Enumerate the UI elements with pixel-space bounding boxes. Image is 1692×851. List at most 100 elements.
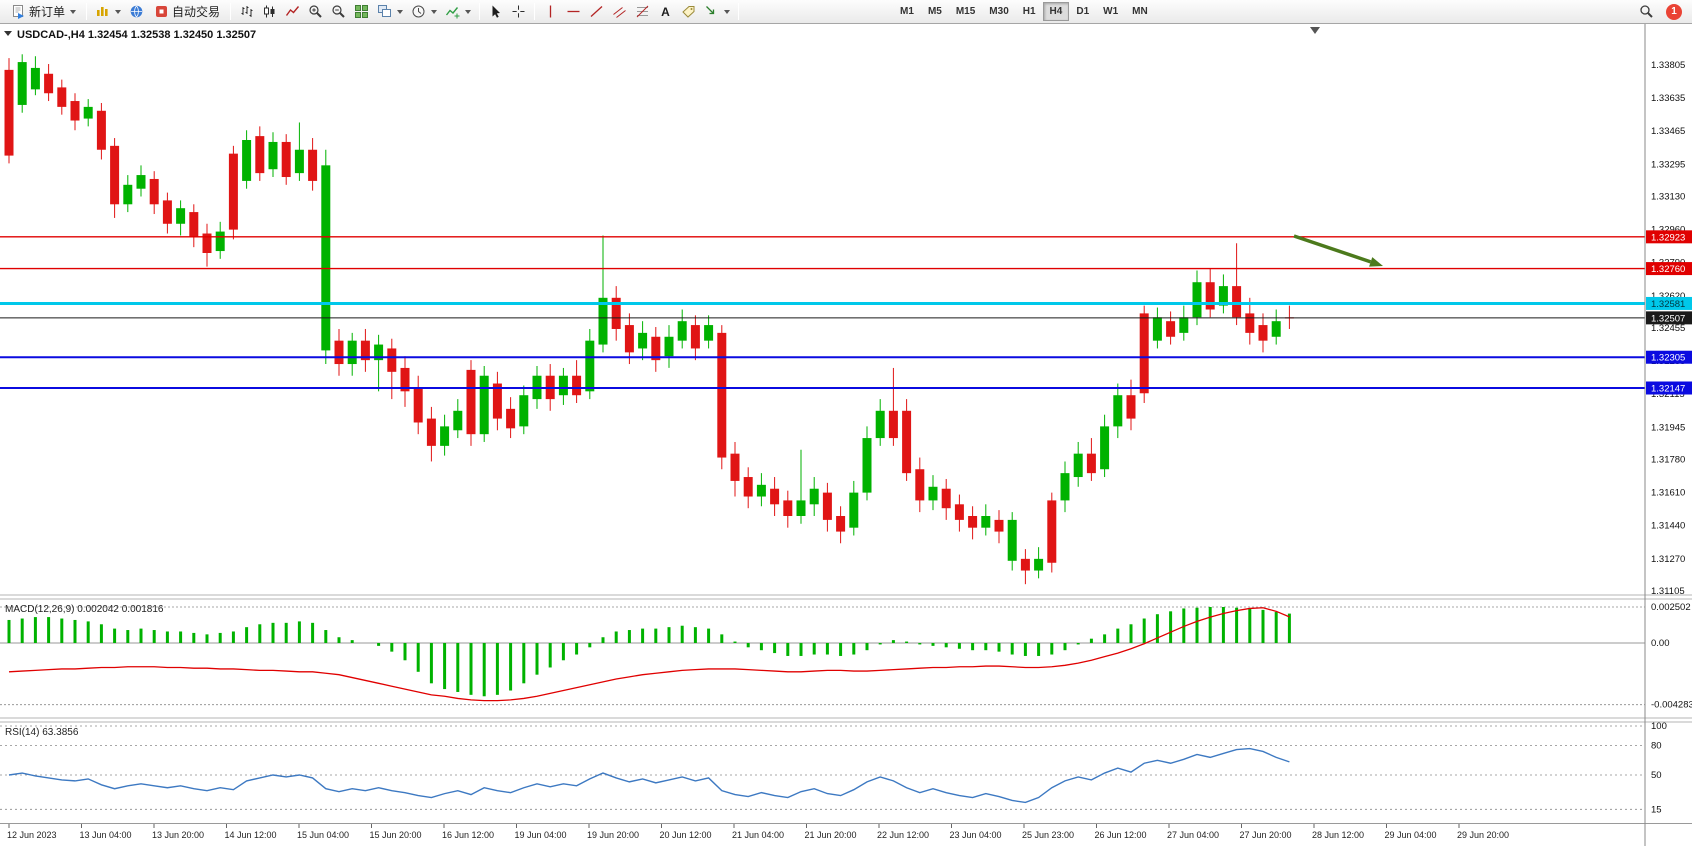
candle-body bbox=[638, 332, 648, 349]
candle-body bbox=[1245, 313, 1255, 333]
timeframe-button-M5[interactable]: M5 bbox=[921, 2, 949, 21]
candle-body bbox=[836, 515, 846, 532]
timeframe-button-M1[interactable]: M1 bbox=[893, 2, 921, 21]
candle-body bbox=[572, 375, 582, 396]
candle-body bbox=[413, 387, 423, 423]
rsi-axis-label: 50 bbox=[1651, 770, 1662, 781]
notification-badge[interactable]: 1 bbox=[1666, 3, 1682, 20]
timeframe-button-M30[interactable]: M30 bbox=[982, 2, 1015, 21]
candle-body bbox=[941, 488, 951, 509]
indicators-icon bbox=[445, 7, 460, 19]
macd-axis-label: -0.004283 bbox=[1651, 700, 1692, 711]
candle-body bbox=[862, 438, 872, 493]
candle-body bbox=[704, 325, 714, 341]
main-chart: USDCAD-,H4 1.32454 1.32538 1.32450 1.325… bbox=[0, 27, 1645, 585]
timeframe-button-D1[interactable]: D1 bbox=[1069, 2, 1096, 21]
timeframe-button-MN[interactable]: MN bbox=[1125, 2, 1155, 21]
panel-splitters bbox=[0, 594, 1692, 824]
candle-body bbox=[1166, 321, 1176, 337]
candle-body bbox=[242, 140, 252, 181]
label-button[interactable] bbox=[677, 1, 700, 22]
vertical-line-button[interactable] bbox=[539, 1, 562, 22]
vertical-line-icon bbox=[549, 5, 552, 18]
candle-body bbox=[228, 153, 238, 230]
timeframe-button-H4[interactable]: H4 bbox=[1042, 2, 1070, 21]
search-button[interactable] bbox=[1635, 1, 1658, 22]
time-axis-label: 19 Jun 04:00 bbox=[515, 830, 567, 840]
price-axis: 1.33805 1.33635 1.33465 1.33295 1.33130 1.329… bbox=[1644, 24, 1692, 846]
cursor-button[interactable] bbox=[484, 1, 507, 22]
channel-button[interactable] bbox=[608, 1, 631, 22]
shapes-button[interactable] bbox=[700, 1, 734, 22]
annotation-arrow[interactable] bbox=[1293, 234, 1372, 264]
zoom-in-icon bbox=[309, 5, 322, 18]
horizontal-line-button[interactable] bbox=[562, 1, 585, 22]
timeframe-button-W1[interactable]: W1 bbox=[1096, 2, 1125, 21]
candle-body bbox=[770, 488, 780, 505]
candlestick-chart-button[interactable] bbox=[258, 1, 281, 22]
price-tag bbox=[1646, 296, 1692, 310]
candle-body bbox=[255, 136, 265, 174]
candle-body bbox=[479, 375, 489, 435]
cascade-windows-button[interactable] bbox=[373, 1, 407, 22]
tile-windows-button[interactable] bbox=[350, 1, 373, 22]
toolbar-separator bbox=[479, 3, 481, 20]
price-axis-label: 1.31610 bbox=[1651, 488, 1685, 499]
candle-body bbox=[426, 418, 436, 446]
time-axis: 12 Jun 2023 13 Jun 04:00 13 Jun 20:00 14 Ju… bbox=[7, 824, 1509, 840]
candle-body bbox=[611, 297, 621, 329]
rsi-panel-label: RSI(14) 63.3856 bbox=[5, 727, 79, 738]
chart-canvas[interactable]: USDCAD-,H4 1.32454 1.32538 1.32450 1.325… bbox=[0, 24, 1692, 846]
trendline-button[interactable] bbox=[585, 1, 608, 22]
timeframe-button-M15[interactable]: M15 bbox=[949, 2, 982, 21]
zoom-in-button[interactable] bbox=[304, 1, 327, 22]
candle-body bbox=[162, 200, 172, 224]
chart-shift-marker[interactable] bbox=[1310, 27, 1320, 34]
text-label-icon bbox=[682, 6, 695, 18]
candle-body bbox=[928, 486, 938, 501]
new-order-button[interactable]: 新订单 bbox=[5, 1, 82, 22]
candle-body bbox=[677, 321, 687, 341]
candle-body bbox=[624, 325, 634, 353]
candle-body bbox=[44, 73, 54, 94]
candle-body bbox=[1218, 286, 1228, 306]
candle-body bbox=[756, 484, 766, 497]
candle-body bbox=[440, 426, 450, 446]
collapse-header-icon[interactable] bbox=[4, 31, 12, 36]
period-button[interactable] bbox=[407, 1, 441, 22]
candle-body bbox=[915, 469, 925, 501]
time-axis-label: 19 Jun 20:00 bbox=[587, 830, 639, 840]
fibonacci-button[interactable] bbox=[631, 1, 654, 22]
time-axis-label: 28 Jun 12:00 bbox=[1312, 830, 1364, 840]
candle-body bbox=[281, 141, 291, 178]
autotrading-button[interactable]: 自动交易 bbox=[148, 1, 226, 22]
line-chart-button[interactable] bbox=[281, 1, 304, 22]
candle-body bbox=[1100, 426, 1110, 470]
timeframe-group: M1 M5 M15 M30 H1 H4 D1 W1 MN bbox=[893, 2, 1155, 21]
trendline-icon bbox=[590, 6, 603, 17]
candle-body bbox=[268, 141, 278, 170]
candle-body bbox=[1060, 473, 1070, 501]
chart-window: USDCAD-,H4 1.32454 1.32538 1.32450 1.325… bbox=[0, 24, 1692, 846]
price-axis-label: 1.33635 bbox=[1651, 93, 1685, 104]
zoom-out-button[interactable] bbox=[327, 1, 350, 22]
candle-body bbox=[149, 178, 159, 205]
equidistant-channel-icon bbox=[613, 7, 626, 18]
toolbar-separator bbox=[230, 3, 232, 20]
caret-down-icon bbox=[115, 9, 122, 14]
caret-down-icon bbox=[431, 9, 438, 14]
crosshair-button[interactable] bbox=[507, 1, 530, 22]
crosshair-icon bbox=[512, 5, 525, 18]
candle-body bbox=[1271, 321, 1281, 337]
new-chart-button[interactable] bbox=[91, 1, 125, 22]
candle-body bbox=[4, 69, 14, 156]
timeframe-button-H1[interactable]: H1 bbox=[1016, 2, 1043, 21]
macd-axis-label: 0.002502 bbox=[1651, 602, 1691, 613]
candle-body bbox=[400, 367, 410, 392]
time-axis-label: 15 Jun 20:00 bbox=[370, 830, 422, 840]
profiles-button[interactable] bbox=[125, 1, 148, 22]
bar-chart-button[interactable] bbox=[235, 1, 258, 22]
text-button[interactable]: A bbox=[654, 1, 677, 22]
indicators-button[interactable] bbox=[441, 1, 475, 22]
time-axis-label: 25 Jun 23:00 bbox=[1022, 830, 1074, 840]
